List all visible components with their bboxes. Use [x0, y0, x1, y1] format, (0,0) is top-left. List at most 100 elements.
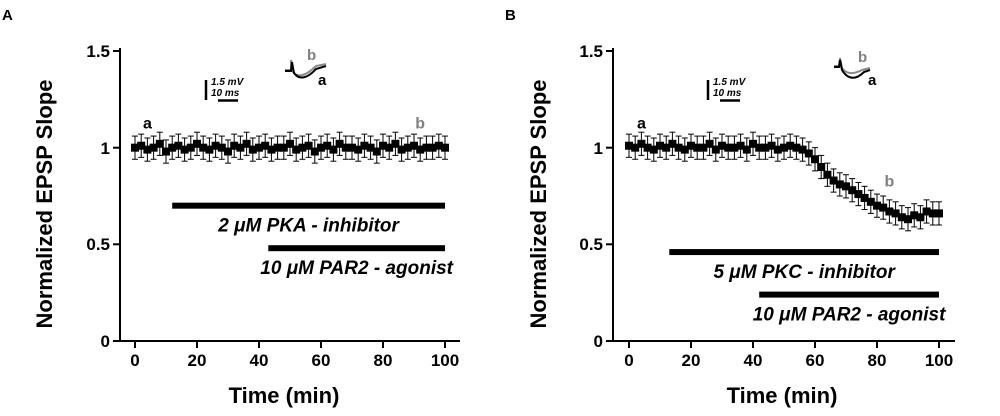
panel-b-x-tick-label: 40: [744, 351, 763, 370]
panel-b-data-point: [643, 143, 652, 152]
panel-b-data-point: [873, 201, 881, 210]
panel-a-data-point: [360, 141, 369, 150]
panel-b-data-point: [904, 215, 912, 224]
panel-a-data-point: [335, 139, 344, 148]
panel-a-data-point: [211, 141, 220, 150]
panel-a-plot-area: 2 μM PKA - inhibitor 10 μM PAR2 - agonist…: [131, 115, 454, 279]
panel-a-data-point: [261, 141, 270, 150]
panel-b-data-point: [835, 180, 844, 189]
panel-a-data-point: [236, 143, 245, 152]
panel-b-scale-voltage-label: 1.5 mV: [713, 77, 747, 88]
panel-a-data-point: [205, 145, 214, 154]
panel-a-data-point: [348, 143, 356, 152]
panel-b-plot-area: 5 μM PKC - inhibitor 10 μM PAR2 - agonist…: [625, 115, 946, 326]
panel-a-data-point: [143, 145, 152, 154]
panel-a-data-point: [273, 143, 282, 152]
panel-a-data-point: [379, 141, 387, 150]
panel-b-data-point: [897, 213, 906, 222]
panel-a-y-tick-label: 0: [101, 332, 110, 351]
panel-b-x-tick-label: 80: [868, 351, 887, 370]
panel-a-data-point: [366, 143, 375, 152]
panel-a-scale-time-label: 10 ms: [211, 88, 240, 99]
panel-b-data-point: [742, 145, 751, 154]
panel-b-data-point: [637, 139, 646, 148]
panel-a-drug-bar-label-2: 10 μM PAR2 - agonist: [260, 258, 453, 279]
panel-b-drug-bar-2: [759, 291, 939, 298]
panel-b-scale-bar: 1.5 mV 10 ms: [706, 77, 747, 102]
panel-b-data-point: [848, 186, 857, 195]
panel-a-data-point: [131, 143, 139, 152]
panel-b-trace-a: [834, 59, 871, 79]
panel-a-data-point: [286, 139, 294, 148]
panel-a-letter: A: [2, 7, 13, 24]
panel-b-x-tick-label: 60: [806, 351, 825, 370]
panel-a-data-point: [230, 141, 239, 150]
panel-b-data-point: [854, 190, 863, 199]
panel-b-trace-label-a: a: [868, 72, 877, 89]
panel-b-data-point: [649, 145, 658, 154]
panel-a-data-point: [242, 139, 251, 148]
panel-a-scale-bar: 1.5 mV 10 ms: [204, 77, 245, 102]
panel-a-data-point: [354, 145, 363, 154]
panel-b-y-axis-title: Normalized EPSP Slope: [526, 79, 551, 328]
panel-a-x-tick-label: 80: [374, 351, 393, 370]
panel-a-data-point: [441, 143, 449, 152]
panel-a: A Normalized EPSP Slope Time (min) 0 0.5…: [2, 7, 460, 408]
panel-b-data-point: [860, 193, 869, 202]
panel-b-example-traces: b a: [834, 49, 877, 89]
panel-b-y-tick-label: 0.5: [579, 235, 603, 254]
panel-b-data-point: [910, 211, 919, 220]
panel-b-x-axis-title: Time (min): [727, 383, 838, 408]
panel-a-data-point: [199, 143, 208, 152]
panel-a-data-point: [329, 145, 338, 154]
panel-b-data-point: [780, 143, 788, 152]
panel-b-data-point: [767, 141, 776, 150]
panel-b-data-point: [730, 143, 739, 152]
panel-b-data-point: [916, 213, 925, 222]
panel-b-data-point: [817, 163, 826, 172]
panel-b-data-point: [656, 141, 664, 150]
panel-b-x-tick-label: 100: [925, 351, 953, 370]
panel-b-data-point: [631, 143, 640, 152]
panel-a-x-tick-label: 0: [130, 351, 139, 370]
panel-b-data-point: [724, 143, 733, 152]
panel-b-x-tick-label: 0: [624, 351, 633, 370]
panel-a-data-point: [248, 145, 257, 154]
panel-b-data-point: [829, 176, 838, 185]
panel-b-y-tick-label: 0: [594, 332, 603, 351]
panel-b-data-point: [922, 207, 931, 216]
panel-a-x-tick-label: 20: [188, 351, 207, 370]
panel-a-timepoint-label-b: b: [415, 115, 425, 132]
panel-b-data-point: [804, 149, 813, 158]
panel-b-data-point: [928, 209, 937, 218]
panel-a-trace-a: [285, 61, 327, 79]
panel-a-data-point: [180, 145, 189, 154]
panel-a-data-point: [224, 147, 232, 156]
panel-a-drug-bar-1: [172, 202, 445, 209]
panel-b: B Normalized EPSP Slope Time (min) 0 0.5…: [505, 7, 955, 408]
panel-b-x-tick-label: 20: [682, 351, 701, 370]
panel-b-data-point: [755, 143, 764, 152]
panel-b-data-point: [786, 141, 795, 150]
panel-b-data-point: [668, 139, 677, 148]
panel-a-data-point: [174, 141, 183, 150]
panel-a-example-traces: b a: [285, 47, 327, 89]
panel-a-data-point: [267, 145, 276, 154]
panel-a-data-point: [292, 145, 301, 154]
panel-b-data-point: [674, 143, 683, 152]
panel-a-scale-voltage-label: 1.5 mV: [211, 77, 245, 88]
panel-a-trace-label-a: a: [318, 72, 327, 89]
panel-a-x-tick-label: 40: [250, 351, 269, 370]
panel-b-y-tick-label: 1: [594, 139, 603, 158]
panel-b-data-point: [705, 139, 714, 148]
panel-b-timepoint-label-b: b: [885, 173, 895, 190]
panel-a-y-tick-label: 0.5: [86, 235, 110, 254]
panel-b-data-point: [699, 143, 708, 152]
panel-a-x-axis-title: Time (min): [229, 383, 340, 408]
panel-a-timepoint-label-a: a: [143, 115, 152, 132]
panel-a-data-point: [397, 145, 406, 154]
panel-b-data-point: [680, 145, 689, 154]
panel-a-data-point: [403, 143, 412, 152]
panel-a-data-point: [137, 141, 146, 150]
panel-b-data-point: [792, 143, 801, 152]
